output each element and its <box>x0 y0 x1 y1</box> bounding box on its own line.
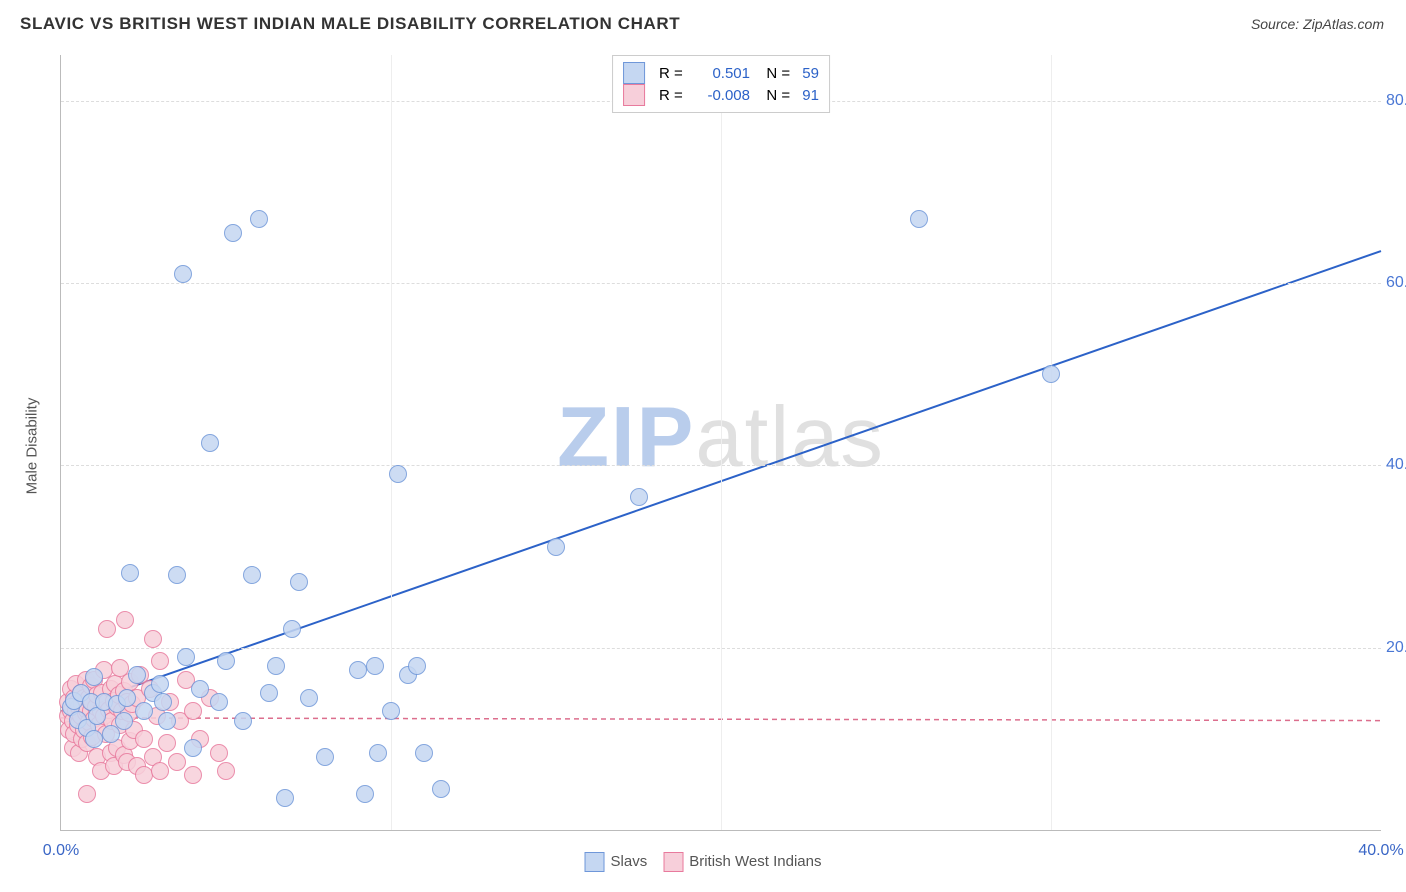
scatter-point-slavs <box>184 739 202 757</box>
stat-r-label: R = <box>659 87 687 104</box>
scatter-point-slavs <box>85 730 103 748</box>
scatter-point-bwi <box>78 785 96 803</box>
scatter-point-slavs <box>135 702 153 720</box>
scatter-point-bwi <box>135 766 153 784</box>
swatch-bwi <box>623 84 645 106</box>
x-tick-label: 40.0% <box>1358 842 1403 860</box>
scatter-point-bwi <box>116 611 134 629</box>
stat-n-label: N = <box>758 65 794 82</box>
scatter-point-slavs <box>432 780 450 798</box>
scatter-point-slavs <box>217 652 235 670</box>
scatter-point-bwi <box>184 766 202 784</box>
scatter-point-slavs <box>128 666 146 684</box>
stat-n-label: N = <box>758 87 794 104</box>
legend-label-slavs: Slavs <box>611 853 648 870</box>
y-tick-label: 40.0% <box>1386 456 1406 474</box>
scatter-point-bwi <box>168 753 186 771</box>
scatter-point-bwi <box>184 702 202 720</box>
scatter-point-slavs <box>547 538 565 556</box>
gridline-v <box>721 55 722 830</box>
scatter-point-slavs <box>191 680 209 698</box>
stat-n-slavs: 59 <box>802 65 819 82</box>
scatter-point-slavs <box>85 668 103 686</box>
scatter-point-slavs <box>250 210 268 228</box>
scatter-point-slavs <box>177 648 195 666</box>
scatter-point-slavs <box>283 620 301 638</box>
scatter-point-bwi <box>210 744 228 762</box>
legend-item-slavs: Slavs <box>585 852 648 872</box>
scatter-point-slavs <box>210 693 228 711</box>
scatter-point-slavs <box>316 748 334 766</box>
legend-label-bwi: British West Indians <box>689 853 821 870</box>
scatter-point-bwi <box>151 762 169 780</box>
legend-row-bwi: R = -0.008 N = 91 <box>623 84 819 106</box>
scatter-point-slavs <box>121 564 139 582</box>
scatter-point-slavs <box>356 785 374 803</box>
chart-title: SLAVIC VS BRITISH WEST INDIAN MALE DISAB… <box>20 14 680 34</box>
source-name: ZipAtlas.com <box>1303 16 1384 32</box>
x-tick-label: 0.0% <box>43 842 79 860</box>
scatter-point-bwi <box>98 620 116 638</box>
stat-r-bwi: -0.008 <box>695 87 750 104</box>
y-tick-label: 60.0% <box>1386 274 1406 292</box>
scatter-point-slavs <box>234 712 252 730</box>
stat-r-slavs: 0.501 <box>695 65 750 82</box>
scatter-point-bwi <box>144 630 162 648</box>
scatter-point-slavs <box>224 224 242 242</box>
scatter-point-slavs <box>276 789 294 807</box>
scatter-point-slavs <box>174 265 192 283</box>
source-attribution: Source: ZipAtlas.com <box>1251 16 1384 32</box>
scatter-point-slavs <box>102 725 120 743</box>
gridline-v <box>1051 55 1052 830</box>
scatter-point-slavs <box>366 657 384 675</box>
swatch-bwi-icon <box>663 852 683 872</box>
y-tick-label: 80.0% <box>1386 92 1406 110</box>
scatter-point-slavs <box>168 566 186 584</box>
scatter-point-slavs <box>290 573 308 591</box>
scatter-point-slavs <box>369 744 387 762</box>
scatter-point-slavs <box>630 488 648 506</box>
series-legend: Slavs British West Indians <box>585 852 822 872</box>
legend-row-slavs: R = 0.501 N = 59 <box>623 62 819 84</box>
scatter-point-slavs <box>408 657 426 675</box>
y-axis-label: Male Disability <box>24 398 41 495</box>
scatter-point-bwi <box>151 652 169 670</box>
scatter-point-slavs <box>389 465 407 483</box>
swatch-slavs-icon <box>585 852 605 872</box>
y-tick-label: 20.0% <box>1386 639 1406 657</box>
source-prefix: Source: <box>1251 16 1303 32</box>
scatter-point-slavs <box>201 434 219 452</box>
scatter-point-slavs <box>349 661 367 679</box>
scatter-point-slavs <box>158 712 176 730</box>
scatter-point-slavs <box>267 657 285 675</box>
scatter-point-slavs <box>415 744 433 762</box>
scatter-point-bwi <box>217 762 235 780</box>
scatter-point-slavs <box>382 702 400 720</box>
scatter-point-slavs <box>1042 365 1060 383</box>
scatter-point-slavs <box>300 689 318 707</box>
correlation-legend: R = 0.501 N = 59 R = -0.008 N = 91 <box>612 55 830 113</box>
scatter-point-slavs <box>151 675 169 693</box>
scatter-point-bwi <box>158 734 176 752</box>
scatter-point-slavs <box>115 712 133 730</box>
scatter-point-slavs <box>260 684 278 702</box>
scatter-point-slavs <box>243 566 261 584</box>
scatter-plot: ZIPatlas R = 0.501 N = 59 R = -0.008 N =… <box>60 55 1381 831</box>
legend-item-bwi: British West Indians <box>663 852 821 872</box>
stat-r-label: R = <box>659 65 687 82</box>
scatter-point-slavs <box>154 693 172 711</box>
scatter-point-slavs <box>118 689 136 707</box>
stat-n-bwi: 91 <box>802 87 819 104</box>
scatter-point-slavs <box>910 210 928 228</box>
swatch-slavs <box>623 62 645 84</box>
scatter-point-bwi <box>135 730 153 748</box>
